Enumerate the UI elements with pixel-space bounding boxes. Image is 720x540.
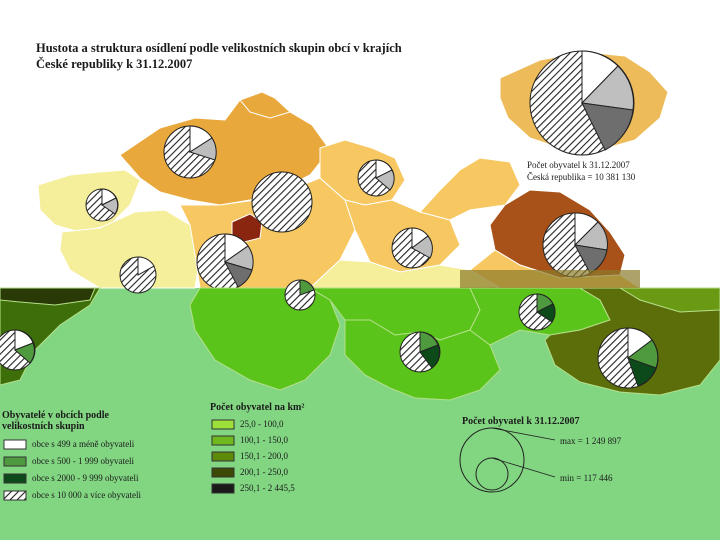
population-legend-min: min = 117 446 <box>560 473 613 483</box>
region-liberecky <box>239 91 291 119</box>
map-title-line-1: Hustota a struktura osídlení podle velik… <box>36 41 402 55</box>
size-legend-heading-2: velikostních skupin <box>2 421 85 432</box>
map-title-line-2: České republiky k 31.12.2007 <box>36 57 193 71</box>
pie-inset-cr <box>529 50 635 156</box>
pie-bottom-moravskoslezsky <box>597 327 659 389</box>
size-legend-item-4: obce s 10 000 a více obyvateli <box>32 490 141 500</box>
density-legend-item-2: 100,1 - 150,0 <box>240 435 288 445</box>
density-legend-item-4: 200,1 - 250,0 <box>240 467 288 477</box>
pie-pardubicky <box>391 227 433 269</box>
population-circles-legend <box>459 427 556 493</box>
pie-stredocesky <box>251 171 313 233</box>
density-legend-item-3: 150,1 - 200,0 <box>240 451 288 461</box>
size-legend-item-1: obce s 499 a méně obyvateli <box>32 439 135 449</box>
population-legend-heading: Počet obyvatel k 31.12.2007 <box>462 416 580 427</box>
region-olomoucky <box>419 157 521 221</box>
map-title: Hustota a struktura osídlení podle velik… <box>36 40 476 72</box>
size-legend-heading-1: Obyvatelé v obcích podle <box>2 410 109 421</box>
size-legend-item-2: obce s 500 - 1 999 obyvateli <box>32 456 134 466</box>
pie-liberecky <box>357 159 395 197</box>
pie-bottom-west <box>0 329 36 371</box>
region-jihocesky <box>189 287 341 391</box>
pie-bottom-jihocesky <box>284 279 316 311</box>
density-legend-item-5: 250,1 - 2 445,5 <box>240 483 295 493</box>
pie-bottom-jihomoravsky <box>399 331 441 373</box>
pie-karlovarsky <box>85 188 119 222</box>
population-total-value: Česká republika = 10 381 130 <box>527 172 636 182</box>
pie-bottom-zlinsky <box>518 293 556 331</box>
pie-karlovarsky-2 <box>119 256 157 294</box>
pie-ustecky <box>163 125 217 179</box>
population-total-label: Počet obyvatel k 31.12.2007 <box>527 160 630 170</box>
region-strip-orange <box>460 270 640 288</box>
density-legend-swatches <box>211 419 235 494</box>
density-legend-item-1: 25,0 - 100,0 <box>240 419 284 429</box>
density-legend-heading: Počet obyvatel na km² <box>210 402 305 413</box>
population-legend-max: max = 1 249 897 <box>560 436 622 446</box>
pie-plzensky <box>196 233 254 291</box>
region-east-small <box>618 287 720 313</box>
size-legend-item-3: obce s 2000 - 9 999 obyvateli <box>32 473 139 483</box>
pie-moravskoslezsky <box>542 212 608 278</box>
size-legend-swatches <box>3 439 27 501</box>
region-west-small <box>0 287 96 306</box>
